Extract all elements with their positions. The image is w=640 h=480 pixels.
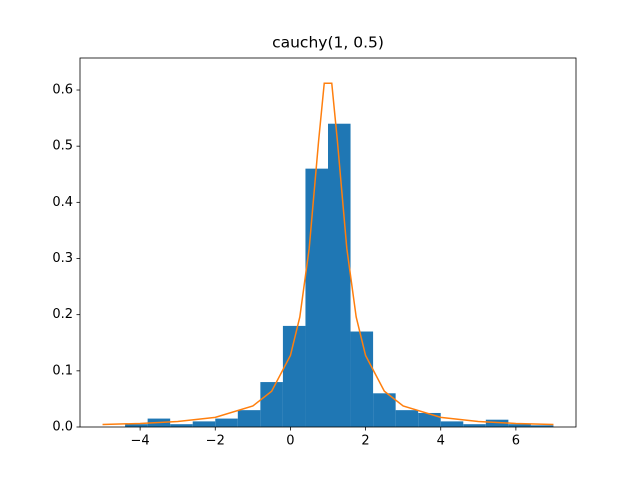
histogram-bar: [170, 424, 193, 427]
histogram-bar: [237, 410, 261, 427]
x-tick-label: 4: [437, 434, 445, 449]
y-tick-label: 0.6: [52, 83, 73, 98]
x-tick-label: 0: [286, 434, 294, 449]
histogram-bar: [350, 331, 374, 427]
histogram-bar: [215, 418, 238, 427]
density-line: [102, 82, 554, 426]
histogram-bar: [440, 421, 464, 427]
histogram-bar: [305, 168, 328, 427]
x-tick-label: −4: [131, 434, 150, 449]
histogram-bar: [508, 424, 531, 427]
histogram-bar: [125, 424, 148, 427]
plot-frame: [79, 57, 577, 428]
y-tick-label: 0.1: [52, 363, 73, 378]
histogram-bar: [485, 419, 509, 427]
x-tick-label: 2: [361, 434, 369, 449]
histogram-bar: [418, 412, 441, 427]
chart-title: cauchy(1, 0.5): [272, 34, 384, 52]
histogram-bar: [192, 421, 216, 427]
y-tick-label: 0.5: [52, 139, 73, 154]
x-tick-label: −2: [206, 434, 225, 449]
histogram-bar: [328, 123, 351, 427]
y-tick-label: 0.4: [52, 195, 73, 210]
x-tick-label: 6: [512, 434, 520, 449]
histogram-bar: [530, 425, 554, 427]
y-tick-label: 0.2: [52, 307, 73, 322]
y-tick-label: 0.0: [52, 420, 73, 435]
y-tick-label: 0.3: [52, 251, 73, 266]
histogram-bar: [282, 325, 306, 427]
histogram-bar: [395, 410, 419, 427]
histogram-bar: [463, 424, 486, 427]
histogram-bar: [260, 382, 283, 427]
histogram-bar: [373, 393, 396, 427]
